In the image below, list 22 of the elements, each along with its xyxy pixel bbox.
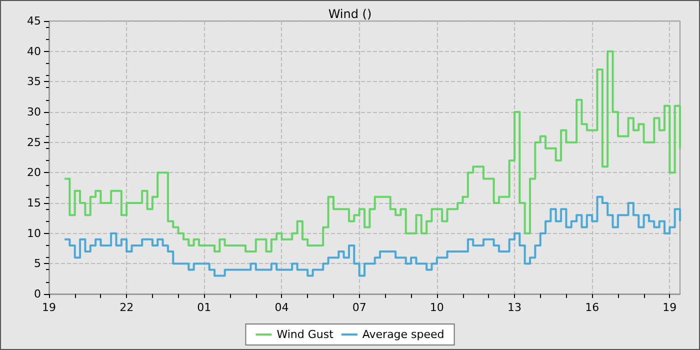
y-tick-label: 45 — [27, 14, 41, 28]
y-tick-label: 10 — [27, 226, 41, 240]
y-tick-label: 30 — [27, 106, 41, 118]
y-tick-label: 25 — [27, 136, 41, 149]
x-tick-label: 16 — [585, 301, 600, 314]
x-tick-label: 22 — [120, 301, 134, 314]
y-tick-label: 0 — [34, 288, 41, 300]
y-tick-label: 20 — [27, 166, 41, 180]
legend-label: Wind Gust — [276, 328, 334, 341]
legend-label: Average speed — [362, 328, 444, 341]
y-tick-label: 35 — [27, 75, 41, 88]
x-tick-label: 19 — [662, 301, 677, 314]
x-tick-label: 19 — [42, 301, 56, 314]
chart-title: Wind () — [328, 7, 372, 21]
x-tick-label: 01 — [197, 301, 212, 314]
x-tick-label: 13 — [507, 301, 522, 314]
x-tick-label: 10 — [430, 301, 444, 314]
y-tick-label: 15 — [27, 196, 41, 210]
y-tick-label: 5 — [34, 257, 41, 270]
x-tick-label: 04 — [274, 301, 289, 314]
x-tick-label: 07 — [352, 301, 366, 314]
y-tick-label: 40 — [27, 44, 41, 58]
